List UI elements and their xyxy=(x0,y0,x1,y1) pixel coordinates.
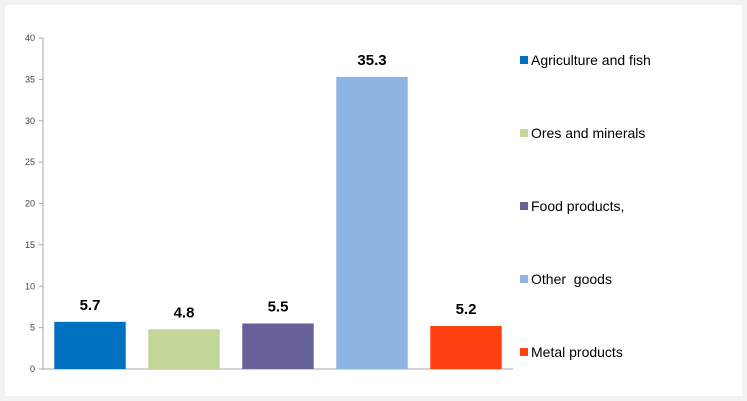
legend-swatch-3 xyxy=(520,202,528,210)
bar-2 xyxy=(148,329,220,369)
bar-chart: 0 5 10 15 20 25 30 35 40 5.7 4.8 5.5 35.3 5.2 Agricu… xyxy=(25,33,651,374)
legend-swatch-5 xyxy=(520,348,528,356)
y-axis: 0 5 10 15 20 25 30 35 40 xyxy=(25,33,44,374)
y-tick-label: 30 xyxy=(25,116,35,126)
y-tick-label: 5 xyxy=(30,323,35,333)
bar-5 xyxy=(430,325,502,369)
bar-4 xyxy=(336,76,408,369)
value-label-3: 5.5 xyxy=(268,298,289,315)
value-labels-group: 5.7 4.8 5.5 35.3 5.2 xyxy=(80,52,477,321)
y-tick-label: 10 xyxy=(25,281,35,291)
legend-label-5: Metal products xyxy=(531,344,623,360)
y-tick-label: 0 xyxy=(30,364,35,374)
legend-swatch-1 xyxy=(520,56,528,64)
y-tick-label: 20 xyxy=(25,199,35,209)
legend-label-3: Food products, xyxy=(531,198,624,214)
bars-group xyxy=(54,76,502,369)
value-label-4: 35.3 xyxy=(357,52,386,69)
legend: Agriculture and fish Ores and minerals Foo… xyxy=(520,52,651,360)
y-tick-label: 15 xyxy=(25,240,35,250)
legend-label-1: Agriculture and fish xyxy=(531,52,651,68)
legend-label-2: Ores and minerals xyxy=(531,125,645,141)
legend-label-4: Other goods xyxy=(531,271,612,287)
value-label-2: 4.8 xyxy=(174,304,195,321)
bar-1 xyxy=(54,321,126,369)
value-label-5: 5.2 xyxy=(456,301,477,318)
bar-3 xyxy=(242,323,314,369)
y-tick-label: 35 xyxy=(25,74,35,84)
value-label-1: 5.7 xyxy=(80,297,101,314)
y-tick-label: 25 xyxy=(25,157,35,167)
legend-swatch-2 xyxy=(520,129,528,137)
legend-swatch-4 xyxy=(520,275,528,283)
y-tick-label: 40 xyxy=(25,33,35,43)
chart-container: 0 5 10 15 20 25 30 35 40 5.7 4.8 5.5 35.3 5.2 Agricu… xyxy=(5,5,742,396)
